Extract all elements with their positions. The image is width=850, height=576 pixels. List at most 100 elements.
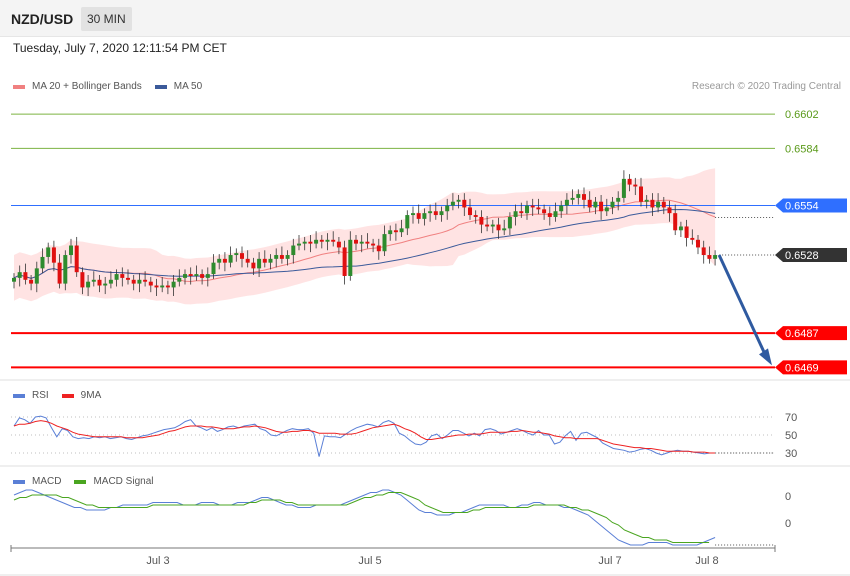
bollinger-bands [14, 168, 716, 305]
rsi-ma-swatch [61, 393, 74, 398]
rsi-legend: RSI 9MA [13, 390, 101, 401]
candle-body [399, 228, 404, 233]
candle-body [678, 226, 683, 231]
candle-body [348, 239, 353, 276]
candle-body [599, 201, 604, 212]
macd-tick-label: 0 [785, 491, 791, 503]
last-price-tag [775, 248, 847, 263]
candle-body [365, 241, 370, 244]
candle-body [462, 199, 467, 208]
candle-body [51, 247, 56, 263]
rsi-ma-line [13, 420, 716, 454]
level-label-4: 0.6469 [785, 362, 819, 374]
candle-body [559, 205, 564, 212]
candle-body [108, 279, 113, 284]
candle-body [40, 256, 45, 269]
candle-body [519, 211, 524, 214]
level-label-3: 0.6487 [785, 328, 819, 340]
macd-swatch [13, 479, 25, 484]
candle-body [274, 255, 279, 259]
candle-body [701, 247, 706, 256]
candle-body [530, 205, 535, 208]
candle-body [308, 241, 313, 244]
candle-body [593, 201, 598, 208]
candle-body [160, 285, 165, 288]
candle-body [211, 262, 216, 275]
candle-body [433, 211, 438, 216]
candle-body [411, 213, 415, 216]
candle-body [131, 279, 136, 284]
candle-body [302, 241, 307, 244]
candle-body [354, 239, 358, 244]
candle-body [650, 199, 655, 208]
candle-body [507, 216, 512, 229]
candle-body [205, 274, 210, 278]
datetime-label: Tuesday, July 7, 2020 12:11:54 PM CET [13, 41, 227, 55]
timeframe-badge[interactable]: 30 MIN [81, 7, 132, 31]
signal-swatch [74, 479, 87, 484]
candle-body [667, 207, 672, 214]
candle-body [513, 211, 518, 217]
candle-body [496, 224, 501, 231]
candle-body [696, 239, 700, 248]
macd-line [13, 489, 716, 546]
candle-body [148, 281, 153, 286]
candle-body [143, 279, 148, 282]
candle-body [502, 228, 507, 231]
candle-body [217, 258, 222, 263]
candle-body [564, 199, 569, 206]
rsi-tick-label: 30 [785, 448, 797, 460]
candle-body [17, 272, 22, 278]
candle-body [69, 245, 73, 256]
x-tick-label: Jul 3 [146, 555, 169, 567]
candle-body [633, 184, 638, 187]
candle-body [627, 178, 632, 185]
candle-body [200, 274, 205, 278]
candle-body [485, 224, 490, 227]
top-bar: NZD/USD 30 MIN [0, 0, 850, 37]
candle-body [137, 279, 142, 284]
ma20-legend-label: MA 20 + Bollinger Bands [32, 81, 142, 92]
candle-body [103, 283, 108, 286]
level-label-0: 0.6602 [785, 109, 819, 121]
copyright: Research © 2020 Trading Central [691, 81, 841, 92]
candle-body [621, 178, 626, 198]
rsi-swatch [13, 393, 25, 398]
main-legend: MA 20 + Bollinger Bands MA 50 [13, 81, 202, 92]
candle-body [553, 211, 558, 217]
candle-body [279, 255, 284, 259]
candle-body [371, 243, 376, 246]
forecast-arrow-head [759, 348, 772, 366]
x-tick-label: Jul 5 [358, 555, 381, 567]
candle-body [587, 199, 592, 208]
candle-body [547, 213, 552, 217]
macd-tick-label: 0 [785, 518, 791, 530]
candle-body [29, 279, 34, 284]
candle-body [456, 199, 461, 202]
ma50-swatch [154, 84, 167, 89]
candle-body [479, 216, 484, 225]
candle-body [416, 213, 421, 219]
level-tag-3 [775, 326, 847, 341]
candle-body [120, 274, 125, 278]
candle-body [656, 201, 661, 208]
candle-body [359, 241, 364, 244]
candle-body [525, 205, 529, 214]
candle-body [194, 274, 199, 276]
candle-body [336, 241, 341, 248]
separator-main-rsi [0, 379, 850, 381]
ma50-line [13, 208, 716, 279]
level-label-1: 0.6584 [785, 143, 819, 155]
candle-body [661, 201, 666, 208]
candle-body [325, 239, 330, 242]
level-label-2: 0.6554 [785, 201, 819, 213]
candle-body [468, 207, 472, 216]
rsi-tick-label: 70 [785, 412, 797, 424]
candle-body [342, 247, 347, 276]
candle-body [616, 197, 621, 202]
candle-body [319, 239, 324, 242]
candle-body [80, 272, 85, 288]
candle-body [74, 245, 79, 273]
candle-body [234, 253, 239, 256]
